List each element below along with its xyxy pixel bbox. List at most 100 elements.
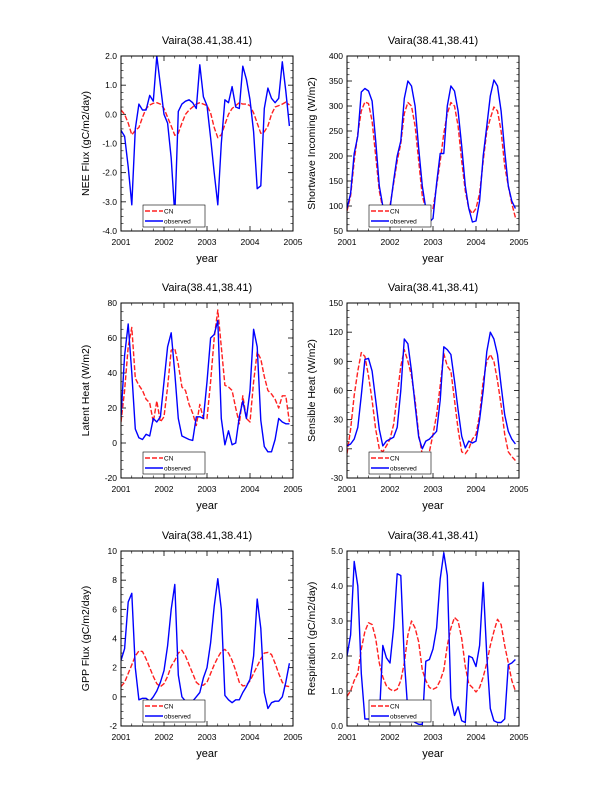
plot-frame [346,55,520,232]
legend: CN observed [368,204,432,228]
x-axis-label: year [196,253,218,265]
legend: CN observed [368,451,432,475]
series-line-cn [121,309,291,427]
series-line-cn [121,101,290,139]
legend-label: CN [164,704,174,711]
y-tick-label: 1.0 [331,686,343,696]
y-tick-label: 40 [108,368,118,378]
panel-title: Vaira(38.41,38.41) [388,35,478,47]
y-tick-label: -4.0 [102,226,117,236]
x-tick-label: 2005 [284,732,303,742]
y-tick-label: 90 [334,356,344,366]
y-tick-label: 60 [334,386,344,396]
y-tick-label: 10 [108,546,118,556]
panel-title: Vaira(38.41,38.41) [162,35,252,47]
legend: CN observed [142,204,206,228]
y-tick-label: 80 [108,298,118,308]
x-axis-label: year [196,748,218,760]
plot-frame [120,302,294,479]
legend-label: CN [390,456,400,463]
y-tick-label: 0 [338,444,343,454]
y-tick-label: -30 [331,473,344,483]
y-tick-label: 6 [112,604,117,614]
y-tick-label: -2.0 [102,168,117,178]
x-tick-label: 2002 [155,732,174,742]
series-line-cn [347,349,516,461]
y-tick-label: -20 [105,473,118,483]
x-tick-label: 2003 [424,484,443,494]
panel-2: Vaira(38.41,38.41) year Shortwave Incoming… [306,35,529,265]
y-tick-label: 120 [329,327,343,337]
y-axis-label: Respiration (gC/m2/day) [306,582,318,696]
y-tick-label: 300 [329,101,343,111]
panel-6: Vaira(38.41,38.41) year Respiration (gC/m2… [306,530,529,760]
x-tick-label: 2005 [510,732,529,742]
x-axis-label: year [422,748,444,760]
y-axis-label: NEE Flux (gC/m2/day) [80,91,92,196]
y-tick-label: 150 [329,298,343,308]
panel-title: Vaira(38.41,38.41) [162,282,252,294]
legend-label: observed [390,466,417,473]
y-tick-label: 0.0 [331,721,343,731]
x-tick-label: 2001 [112,732,131,742]
series-line-observed [121,319,290,453]
y-tick-label: 0 [112,438,117,448]
x-tick-label: 2001 [338,484,357,494]
legend-label: CN [390,209,400,216]
series-line-observed [347,79,517,223]
y-tick-label: -1.0 [102,139,117,149]
x-tick-label: 2004 [241,732,260,742]
y-tick-label: -2 [109,721,117,731]
plot-frame [346,302,520,479]
x-tick-label: 2004 [467,732,486,742]
y-tick-label: 60 [108,333,118,343]
y-tick-label: 250 [329,126,343,136]
series-line-observed [347,331,516,450]
panel-title: Vaira(38.41,38.41) [388,282,478,294]
y-axis-label: Sensible Heat (W/m2) [306,339,318,442]
series-line-observed [121,56,291,216]
x-tick-label: 2003 [424,732,443,742]
x-tick-label: 2004 [241,237,260,247]
legend-label: observed [164,219,191,226]
legend-label: observed [164,466,191,473]
plot-frame [346,550,520,727]
x-tick-label: 2001 [112,237,131,247]
y-tick-label: 4 [112,634,117,644]
legend-label: observed [390,714,417,721]
x-tick-label: 2004 [467,484,486,494]
x-axis-label: year [422,253,444,265]
x-tick-label: 2002 [381,484,400,494]
y-tick-label: 350 [329,76,343,86]
y-tick-label: 8 [112,575,117,585]
y-tick-label: 400 [329,51,343,61]
y-tick-label: 200 [329,151,343,161]
x-tick-label: 2004 [241,484,260,494]
legend: CN observed [142,451,206,475]
x-tick-label: 2005 [510,484,529,494]
series-line-cn [121,648,290,688]
x-axis-label: year [196,500,218,512]
x-tick-label: 2005 [284,484,303,494]
legend: CN observed [142,699,206,723]
x-tick-label: 2002 [155,484,174,494]
y-tick-label: 150 [329,176,343,186]
y-tick-label: 3.0 [331,616,343,626]
y-tick-label: 2.0 [105,51,117,61]
x-tick-label: 2005 [284,237,303,247]
y-tick-label: 100 [329,201,343,211]
legend-label: observed [390,219,417,226]
legend-label: CN [390,704,400,711]
plot-frame [120,55,294,232]
x-tick-label: 2001 [112,484,131,494]
x-tick-label: 2004 [467,237,486,247]
x-tick-label: 2003 [198,732,217,742]
x-tick-label: 2005 [510,237,529,247]
x-tick-label: 2001 [338,237,357,247]
series-line-cn [347,101,517,218]
x-tick-label: 2002 [381,732,400,742]
panel-1: Vaira(38.41,38.41) year NEE Flux (gC/m2/da… [80,35,303,265]
legend-label: CN [164,209,174,216]
y-tick-label: 2 [112,663,117,673]
